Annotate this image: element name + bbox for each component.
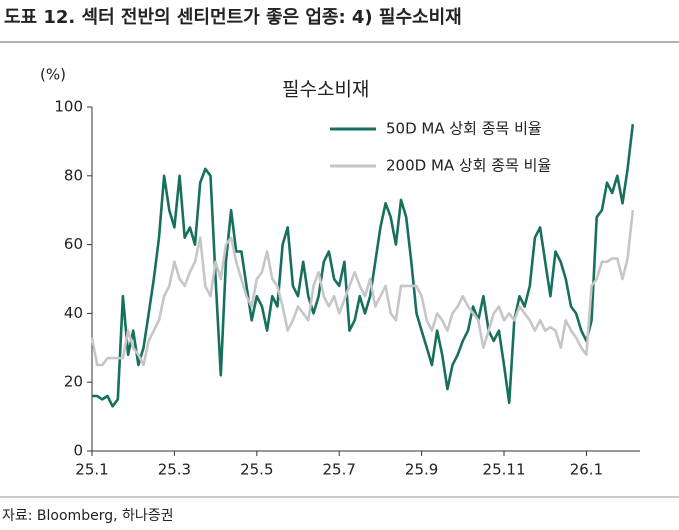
y-tick-label: 80 — [64, 166, 83, 184]
y-tick-label: 20 — [64, 373, 83, 391]
x-tick-label: 25.11 — [483, 461, 526, 479]
y-tick-label: 60 — [64, 235, 83, 253]
x-tick-label: 25.5 — [240, 461, 273, 479]
x-tick-label: 25.3 — [158, 461, 191, 479]
x-tick-label: 25.7 — [323, 461, 356, 479]
x-tick-label: 26.1 — [570, 461, 603, 479]
legend-label: 50D MA 상회 종목 비율 — [386, 120, 542, 138]
y-tick-label: 100 — [54, 98, 83, 116]
header-title: 도표 12. 섹터 전반의 센티먼트가 좋은 업종: 4) 필수소비재 — [4, 7, 462, 28]
chart-title: 필수소비재 — [282, 79, 369, 101]
y-tick-label: 40 — [64, 304, 83, 322]
line-series — [90, 210, 635, 367]
x-tick-label: 25.9 — [405, 461, 438, 479]
legend-label: 200D MA 상회 종목 비율 — [386, 157, 551, 175]
source: 자료: Bloomberg, 하나증권 — [2, 508, 174, 524]
x-tick-label: 25.1 — [75, 461, 108, 479]
y-tick-label: 0 — [73, 442, 83, 460]
y-unit: (%) — [40, 66, 66, 84]
line-series — [92, 124, 635, 408]
